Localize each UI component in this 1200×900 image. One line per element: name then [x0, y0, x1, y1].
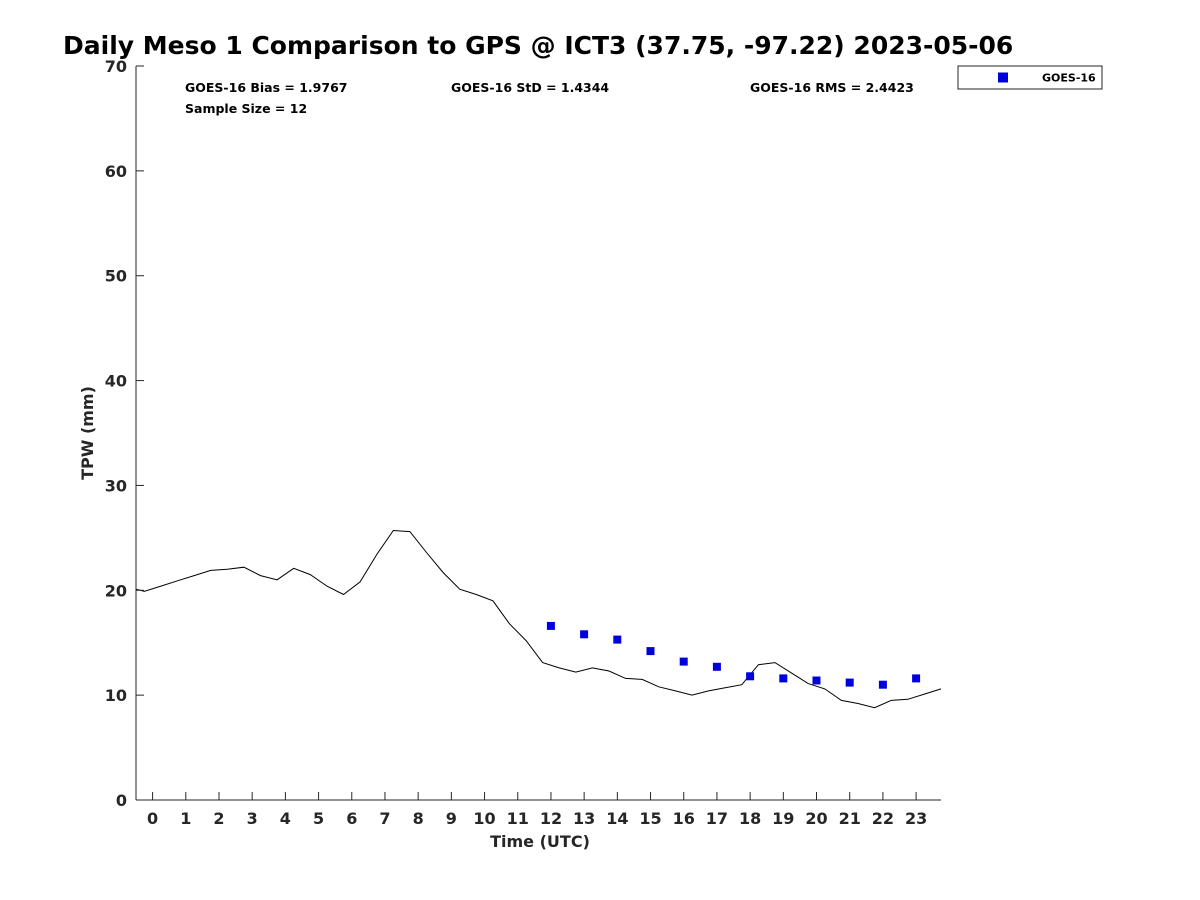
chart-title: Daily Meso 1 Comparison to GPS @ ICT3 (3…	[63, 31, 1013, 60]
x-tick-label: 3	[247, 809, 258, 828]
x-tick-label: 5	[313, 809, 324, 828]
goes16-point	[712, 662, 721, 671]
x-tick-label: 18	[739, 809, 761, 828]
x-tick-label: 2	[213, 809, 224, 828]
y-tick-label: 0	[116, 791, 127, 810]
x-tick-label: 7	[379, 809, 390, 828]
bias-annotation: GOES-16 Bias = 1.9767	[185, 80, 347, 95]
x-tick-label: 6	[346, 809, 357, 828]
gps-tpw-line	[135, 529, 942, 709]
x-tick-label: 9	[446, 809, 457, 828]
x-tick-label: 14	[606, 809, 628, 828]
x-tick-label: 0	[147, 809, 158, 828]
y-tick-label: 20	[105, 581, 127, 600]
goes16-point	[912, 674, 921, 683]
goes16-point	[746, 672, 755, 681]
y-tick-label: 40	[105, 372, 127, 391]
x-tick-label: 12	[540, 809, 562, 828]
std-annotation: GOES-16 StD = 1.4344	[451, 80, 609, 95]
goes16-point	[779, 674, 788, 683]
legend-marker-goes16	[998, 72, 1008, 83]
legend: GOES-16	[957, 65, 1103, 90]
x-tick-label: 1	[180, 809, 191, 828]
sample-size-annotation: Sample Size = 12	[185, 101, 307, 116]
x-tick-label: 17	[706, 809, 728, 828]
x-axis-ticks: 0 1 2 3 4 5 6 7 8 9 10 11 12 13 14 15 16 17 18 19 20 21 22 23	[147, 792, 927, 828]
y-axis-ticks: 0 10 20 30 40 50 60 70	[105, 57, 144, 810]
goes16-point	[845, 678, 854, 687]
goes16-point	[646, 647, 655, 656]
x-tick-label: 16	[673, 809, 695, 828]
goes16-point	[613, 635, 622, 644]
x-tick-label: 21	[839, 809, 861, 828]
legend-label-goes16: GOES-16	[1042, 72, 1096, 85]
x-axis-label: Time (UTC)	[490, 832, 590, 851]
x-tick-label: 20	[805, 809, 827, 828]
goes16-points-layer	[546, 621, 921, 689]
x-tick-label: 8	[413, 809, 424, 828]
goes16-point	[580, 630, 589, 639]
x-tick-label: 11	[507, 809, 529, 828]
y-tick-label: 30	[105, 476, 127, 495]
gps-line-layer	[135, 529, 942, 709]
y-tick-label: 70	[105, 57, 127, 76]
x-tick-label: 4	[280, 809, 291, 828]
rms-annotation: GOES-16 RMS = 2.4423	[750, 80, 914, 95]
y-tick-label: 10	[105, 686, 127, 705]
x-tick-label: 15	[639, 809, 661, 828]
y-tick-label: 50	[105, 267, 127, 286]
stats-annotations: GOES-16 Bias = 1.9767 GOES-16 StD = 1.43…	[185, 80, 914, 116]
x-tick-label: 10	[473, 809, 495, 828]
goes16-point	[546, 621, 555, 630]
legend-box	[957, 65, 1103, 90]
y-axis-label: TPW (mm)	[78, 386, 97, 480]
goes16-point	[812, 676, 821, 685]
x-tick-label: 19	[772, 809, 794, 828]
goes16-point	[878, 680, 887, 689]
goes16-point	[679, 657, 688, 666]
x-tick-label: 13	[573, 809, 595, 828]
x-tick-label: 23	[905, 809, 927, 828]
y-tick-label: 60	[105, 162, 127, 181]
x-tick-label: 22	[872, 809, 894, 828]
